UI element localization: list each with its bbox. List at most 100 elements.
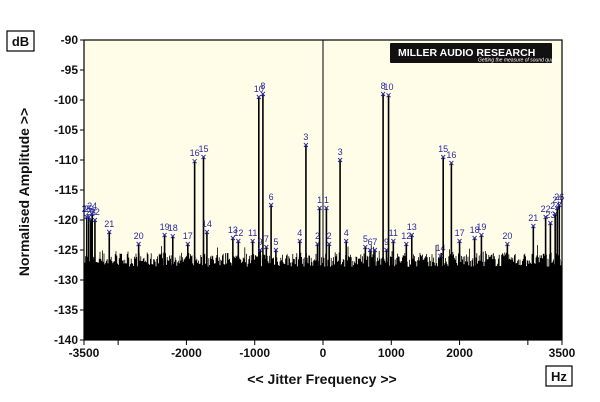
peak-label: 14: [435, 243, 445, 253]
peak-label: 21: [104, 219, 114, 229]
peak-label: 20: [502, 231, 512, 241]
peak-label: 26: [84, 204, 94, 214]
peak-label: 13: [228, 225, 238, 235]
peak-marker: [479, 232, 484, 238]
y-unit-box: dB: [6, 30, 35, 52]
peak-label: 16: [190, 148, 200, 158]
peak-15: 12: [233, 228, 243, 268]
peak-marker: [260, 91, 266, 97]
peak-marker: [268, 202, 274, 208]
y-unit-label: dB: [12, 34, 29, 49]
y-tick-label: -135: [54, 303, 78, 317]
peak-marker: [449, 160, 454, 166]
peak-label: 16: [446, 150, 456, 160]
y-tick-label: -115: [55, 183, 79, 197]
peak-marker: [337, 157, 343, 163]
peak-marker: [343, 238, 349, 244]
peak-marker: [440, 154, 446, 160]
peak-marker: [556, 202, 562, 208]
peak-label: 24: [87, 201, 97, 211]
peak-label: 6: [368, 237, 373, 247]
peak-marker: [403, 241, 409, 247]
peak-21: 6: [269, 192, 274, 268]
peak-marker: [386, 92, 391, 98]
peak-marker: [162, 232, 167, 238]
y-tick-label: -95: [61, 63, 79, 77]
peak-label: 11: [248, 228, 257, 238]
peak-label: 21: [528, 213, 538, 223]
peak-16: 11: [248, 228, 257, 268]
peak-marker: [372, 247, 378, 253]
peak-marker: [136, 241, 141, 247]
peak-label: 3: [303, 132, 308, 142]
peak-marker: [250, 238, 255, 244]
peak-marker: [204, 229, 210, 235]
peak-label: 15: [198, 144, 208, 154]
peak-label: 13: [407, 222, 417, 232]
peak-7: 20: [134, 231, 144, 268]
y-tick-label: -130: [54, 273, 78, 287]
peak-label: 19: [160, 222, 170, 232]
x-unit-label: Hz: [551, 369, 567, 384]
peak-12: 15: [198, 144, 209, 268]
peak-marker: [273, 247, 279, 253]
peak-label: 26: [554, 192, 564, 202]
peak-40: 14: [435, 243, 445, 268]
peak-label: 2: [327, 231, 332, 241]
peak-44: 18: [470, 225, 480, 268]
peak-label: 1: [324, 195, 329, 205]
peak-27: 1: [324, 195, 329, 268]
peak-label: 7: [264, 234, 269, 244]
peak-label: 11: [389, 228, 398, 238]
peak-20: 7: [264, 234, 269, 268]
peak-14: 13: [228, 225, 238, 268]
peak-marker: [303, 142, 309, 148]
peak-label: 14: [202, 219, 212, 229]
peak-9: 18: [168, 223, 178, 268]
peak-marker: [92, 217, 98, 223]
x-tick-label: -2000: [171, 346, 202, 360]
peak-32: 6: [368, 237, 373, 268]
peak-marker: [317, 205, 322, 211]
peaks-layer: 2526232224212019181716151413121110897654…: [82, 81, 564, 268]
peak-marker: [170, 233, 176, 239]
peak-23: 4: [297, 228, 302, 268]
peak-6: 21: [104, 219, 114, 268]
peak-label: 10: [384, 82, 394, 92]
y-tick-label: -140: [54, 333, 78, 347]
peak-13: 14: [202, 219, 212, 268]
peak-26: 1: [317, 195, 322, 268]
peak-label: 9: [384, 237, 389, 247]
peak-label: 17: [183, 231, 193, 241]
peak-45: 19: [476, 222, 486, 268]
peak-49: 23: [545, 210, 555, 268]
peak-label: 8: [260, 81, 265, 91]
peak-marker: [380, 91, 386, 97]
peak-marker: [531, 223, 536, 229]
peak-marker: [236, 238, 241, 244]
peak-label: 1: [317, 195, 322, 205]
peak-42: 16: [446, 150, 456, 268]
x-tick-label: 0: [320, 346, 327, 360]
peak-label: 10: [254, 84, 264, 94]
peak-31: 5: [363, 234, 368, 268]
peak-17: 10: [254, 84, 264, 268]
peak-34: 8: [381, 81, 386, 268]
peak-label: 24: [550, 201, 560, 211]
x-tick-label: 3500: [549, 346, 576, 360]
peak-label: 20: [134, 231, 144, 241]
peak-marker: [106, 229, 112, 235]
peak-5: 24: [87, 201, 97, 268]
peak-label: 25: [552, 195, 562, 205]
y-tick-label: -110: [55, 153, 79, 167]
peak-marker: [185, 241, 191, 247]
peak-33: 7: [372, 237, 377, 268]
peak-28: 2: [327, 231, 332, 268]
peak-24: 3: [303, 132, 308, 268]
peak-label: 15: [438, 144, 448, 154]
peak-46: 20: [502, 231, 512, 268]
peak-39: 13: [407, 222, 417, 268]
peak-label: 5: [363, 234, 368, 244]
peak-marker: [230, 235, 236, 241]
peak-marker: [297, 238, 303, 244]
